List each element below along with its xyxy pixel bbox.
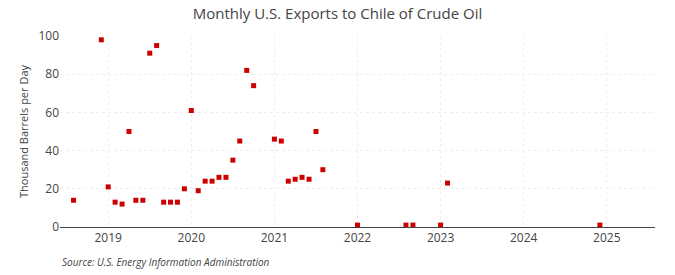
svg-text:2020: 2020 — [178, 229, 206, 246]
svg-text:100: 100 — [38, 27, 59, 44]
svg-text:2024: 2024 — [510, 229, 538, 246]
svg-text:2019: 2019 — [94, 229, 122, 246]
svg-text:Monthly U.S. Exports to Chile: Monthly U.S. Exports to Chile of Crude O… — [193, 3, 483, 23]
svg-text:2021: 2021 — [261, 229, 288, 246]
svg-text:2025: 2025 — [593, 229, 621, 246]
svg-text:20: 20 — [45, 180, 59, 197]
svg-text:0: 0 — [52, 218, 59, 235]
svg-text:2022: 2022 — [344, 229, 372, 246]
svg-text:Source: U.S. Energy Informatio: Source: U.S. Energy Information Administ… — [62, 255, 270, 269]
svg-text:2023: 2023 — [427, 229, 455, 246]
svg-text:Thousand Barrels per Day: Thousand Barrels per Day — [16, 65, 31, 198]
svg-text:60: 60 — [45, 104, 59, 121]
svg-text:40: 40 — [45, 142, 59, 159]
svg-text:80: 80 — [45, 65, 59, 82]
